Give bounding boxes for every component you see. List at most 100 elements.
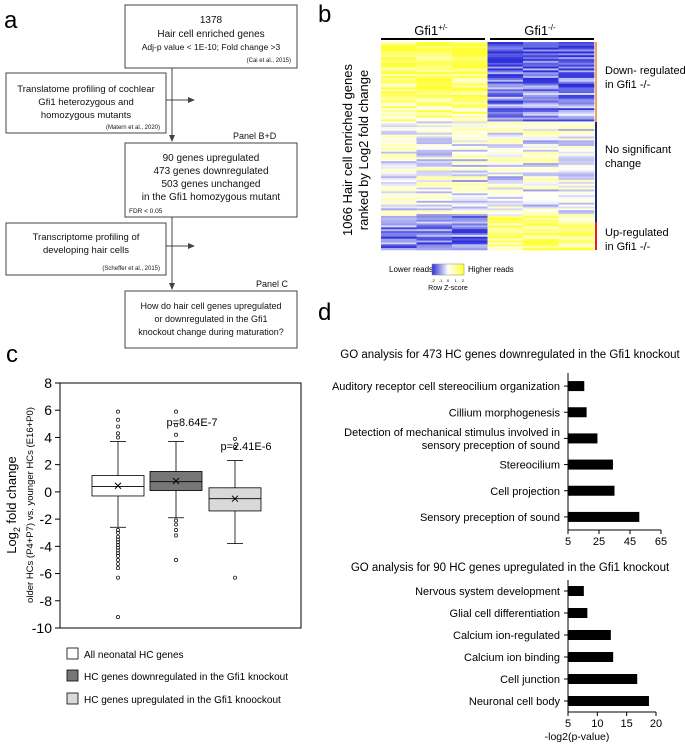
heatmap-cell <box>452 49 488 52</box>
heatmap-cell <box>487 127 524 130</box>
legend-label-all: All neonatal HC genes <box>84 650 184 661</box>
heatmap-cell <box>487 178 524 181</box>
heatmap-cell <box>558 104 595 107</box>
heatmap-cell <box>452 70 488 73</box>
heatmap-cell <box>523 210 559 213</box>
heatmap-cell <box>381 64 417 67</box>
heatmap-cell <box>523 221 559 224</box>
boxplot-outlier <box>174 518 178 523</box>
boxplot-outlier <box>116 409 120 414</box>
heatmap-cell <box>523 168 559 171</box>
heatmap-cell <box>523 87 559 90</box>
heatmap-cell <box>487 189 524 192</box>
heatmap-cell <box>381 111 417 115</box>
go-category-label: Stereocilium <box>499 460 560 472</box>
heatmap-ylabel-1: 1066 Hair cell enriched genes <box>340 64 355 236</box>
heatmap-cell <box>487 43 524 47</box>
heatmap-cell <box>487 66 524 69</box>
go-category-label: Neuronal cell body <box>469 696 561 708</box>
heatmap-cell <box>487 200 524 204</box>
heatmap-cell <box>416 198 453 202</box>
heatmap-cell <box>416 210 453 213</box>
heatmap-cell <box>558 149 595 152</box>
heatmap-cell <box>558 180 595 183</box>
go-bar <box>568 630 611 640</box>
heatmap-cell <box>523 102 559 105</box>
heatmap-cell <box>523 174 559 177</box>
heatmap-cell <box>381 83 417 86</box>
heatmap-cell <box>452 83 488 86</box>
heatmap-cell <box>558 221 595 224</box>
heatmap-cell <box>558 244 595 247</box>
heatmap-cell <box>487 77 524 81</box>
heatmap-cell <box>452 166 488 169</box>
heatmap-cell <box>558 119 595 122</box>
heatmap-panel: Gfi1+/- Gfi1-/- 1066 Hair cell enriched … <box>340 23 685 292</box>
flow-text: 503 genes unchanged <box>162 179 261 190</box>
heatmap-cell <box>523 53 559 56</box>
flow-box-translatome <box>5 72 167 134</box>
heatmap-cell <box>487 108 524 111</box>
heatmap-cell <box>381 94 417 98</box>
heatmap-cell <box>487 147 524 151</box>
heatmap-cell <box>558 157 595 160</box>
flow-text: 90 genes upregulated <box>163 153 260 164</box>
heatmap-cell <box>381 93 417 96</box>
heatmap-cell <box>452 246 488 249</box>
heatmap-cell <box>416 76 453 79</box>
heatmap-cell <box>558 94 595 98</box>
heatmap-cell <box>452 74 488 77</box>
heatmap-cell <box>452 151 488 154</box>
heatmap-cell <box>381 79 417 83</box>
boxplot-mean-marker <box>231 495 239 503</box>
heatmap-cell <box>487 79 524 83</box>
heatmap-cell <box>487 166 524 169</box>
heatmap-cell <box>381 174 417 177</box>
heatmap-cell <box>523 108 559 111</box>
go-x-tick-label: 10 <box>591 718 603 730</box>
heatmap-cell <box>416 72 453 75</box>
go-bar-charts: GO analysis for 473 HC genes downregulat… <box>332 349 681 743</box>
heatmap-cell <box>487 60 524 64</box>
heatmap-cell <box>452 119 488 122</box>
heatmap-cell <box>416 53 453 56</box>
heatmap-cell <box>487 204 524 207</box>
heatmap-cell <box>523 164 559 168</box>
heatmap-cell <box>452 72 488 75</box>
heatmap-cell <box>523 104 559 107</box>
heatmap-cell <box>416 140 453 143</box>
panel-label-d: d <box>318 299 331 326</box>
heatmap-cell <box>523 81 559 84</box>
heatmap-cell <box>523 166 559 169</box>
heatmap-cell <box>487 146 524 149</box>
heatmap-cell <box>558 210 595 213</box>
heatmap-cell <box>452 43 488 47</box>
flow-box-source-genes <box>124 4 298 69</box>
heatmap-cell <box>452 187 488 190</box>
heatmap-cell <box>381 140 417 143</box>
heatmap-cell <box>452 115 488 118</box>
go-x-tick-label: 5 <box>565 536 571 548</box>
boxplot-outlier <box>116 557 120 562</box>
go-x-tick-label: 45 <box>624 536 636 548</box>
heatmap-cell <box>381 81 417 84</box>
heatmap-cell <box>452 155 488 158</box>
heatmap-cell <box>558 183 595 187</box>
boxplot-y-tick-label: -10 <box>32 620 52 636</box>
heatmap-cell <box>558 208 595 211</box>
heatmap-cell <box>416 96 453 100</box>
heatmap-cell <box>452 215 488 219</box>
heatmap-cell <box>487 94 524 98</box>
go-x-tick-label: 65 <box>655 536 667 548</box>
heatmap-cell <box>416 110 453 113</box>
go-bar <box>568 586 584 596</box>
heatmap-cell <box>558 198 595 202</box>
heatmap-cell <box>523 140 559 143</box>
heatmap-cell <box>381 42 417 45</box>
heatmap-cell <box>487 212 524 215</box>
heatmap-cell <box>523 159 559 162</box>
heatmap-cell <box>523 183 559 187</box>
boxplot-mean-marker <box>172 477 180 485</box>
heatmap-cell <box>558 91 595 94</box>
